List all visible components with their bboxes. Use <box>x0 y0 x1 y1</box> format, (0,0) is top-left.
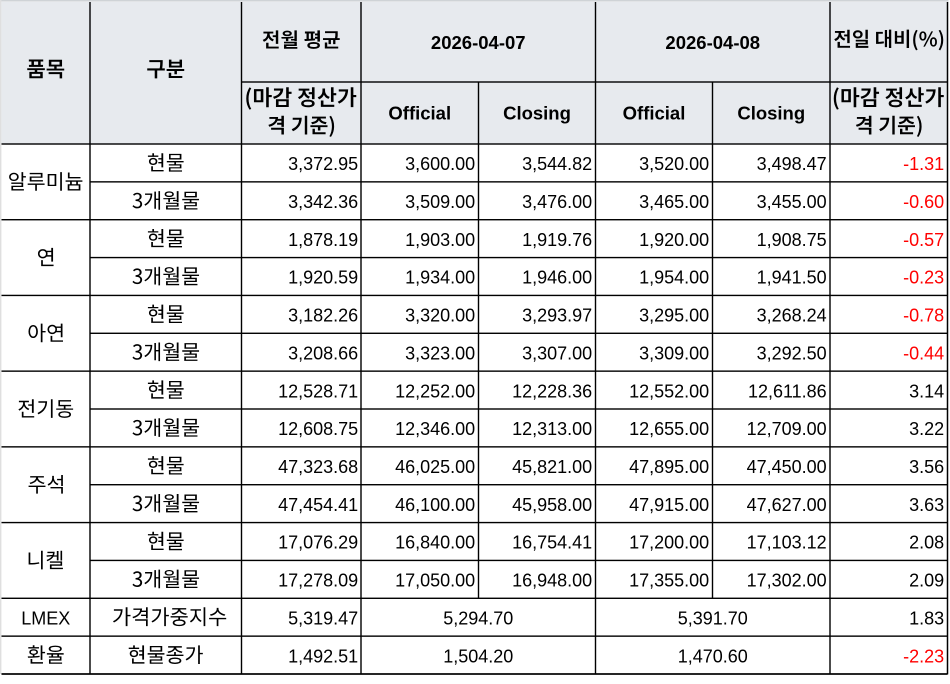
svg-text:1,878.19: 1,878.19 <box>288 230 358 250</box>
svg-text:17,200.00: 17,200.00 <box>629 533 709 553</box>
svg-text:-0.78: -0.78 <box>903 306 944 326</box>
svg-text:3,309.00: 3,309.00 <box>639 343 709 363</box>
svg-text:-2.23: -2.23 <box>903 646 944 666</box>
svg-text:3,498.47: 3,498.47 <box>757 154 827 174</box>
svg-text:3,372.95: 3,372.95 <box>288 154 358 174</box>
svg-text:17,050.00: 17,050.00 <box>395 571 475 591</box>
svg-text:12,228.36: 12,228.36 <box>512 381 592 401</box>
svg-text:16,948.00: 16,948.00 <box>512 571 592 591</box>
svg-text:1,903.00: 1,903.00 <box>405 230 475 250</box>
svg-text:1.83: 1.83 <box>909 608 944 628</box>
svg-text:3,323.00: 3,323.00 <box>405 343 475 363</box>
svg-text:Official: Official <box>388 103 451 124</box>
svg-text:1,919.76: 1,919.76 <box>522 230 592 250</box>
svg-text:2026-04-08: 2026-04-08 <box>665 32 760 53</box>
svg-text:3,455.00: 3,455.00 <box>757 192 827 212</box>
svg-text:12,528.71: 12,528.71 <box>278 381 358 401</box>
svg-text:-0.44: -0.44 <box>903 343 944 363</box>
svg-text:1,941.50: 1,941.50 <box>757 268 827 288</box>
svg-text:12,611.86: 12,611.86 <box>748 381 827 401</box>
svg-text:46,025.00: 46,025.00 <box>395 457 475 477</box>
svg-text:3,509.00: 3,509.00 <box>405 192 475 212</box>
svg-text:16,754.41: 16,754.41 <box>512 533 592 553</box>
svg-text:12,252.00: 12,252.00 <box>395 381 475 401</box>
svg-text:3.56: 3.56 <box>909 457 944 477</box>
svg-text:45,821.00: 45,821.00 <box>512 457 592 477</box>
svg-text:2026-04-07: 2026-04-07 <box>431 32 526 53</box>
svg-text:45,958.00: 45,958.00 <box>512 495 592 515</box>
svg-text:12,709.00: 12,709.00 <box>747 419 827 439</box>
svg-text:46,100.00: 46,100.00 <box>395 495 475 515</box>
svg-text:2.09: 2.09 <box>909 571 944 591</box>
svg-text:17,076.29: 17,076.29 <box>278 533 358 553</box>
svg-text:1,470.60: 1,470.60 <box>678 646 748 666</box>
svg-text:3,544.82: 3,544.82 <box>522 154 592 174</box>
svg-text:3,307.00: 3,307.00 <box>522 343 592 363</box>
svg-text:1,908.75: 1,908.75 <box>757 230 827 250</box>
svg-text:-1.31: -1.31 <box>903 154 944 174</box>
svg-text:12,552.00: 12,552.00 <box>629 381 709 401</box>
svg-text:3,268.24: 3,268.24 <box>757 306 827 326</box>
svg-text:3,600.00: 3,600.00 <box>405 154 475 174</box>
svg-text:Closing: Closing <box>503 103 571 124</box>
svg-text:5,391.70: 5,391.70 <box>678 608 748 628</box>
svg-text:1,946.00: 1,946.00 <box>522 268 592 288</box>
svg-text:LMEX: LMEX <box>21 608 70 628</box>
svg-text:1,920.00: 1,920.00 <box>639 230 709 250</box>
svg-text:-0.23: -0.23 <box>903 268 944 288</box>
svg-text:5,294.70: 5,294.70 <box>443 608 513 628</box>
svg-text:3,208.66: 3,208.66 <box>288 343 358 363</box>
svg-text:3,292.50: 3,292.50 <box>757 343 827 363</box>
svg-text:16,840.00: 16,840.00 <box>395 533 475 553</box>
svg-text:3,295.00: 3,295.00 <box>639 306 709 326</box>
svg-text:Closing: Closing <box>737 103 805 124</box>
svg-text:1,492.51: 1,492.51 <box>288 646 358 666</box>
svg-text:1,920.59: 1,920.59 <box>288 268 358 288</box>
svg-text:3.22: 3.22 <box>909 419 944 439</box>
svg-text:3,465.00: 3,465.00 <box>639 192 709 212</box>
svg-text:47,450.00: 47,450.00 <box>747 457 827 477</box>
svg-text:47,454.41: 47,454.41 <box>278 495 358 515</box>
svg-text:12,346.00: 12,346.00 <box>395 419 475 439</box>
svg-text:1,954.00: 1,954.00 <box>639 268 709 288</box>
svg-text:1,504.20: 1,504.20 <box>443 646 513 666</box>
svg-text:3,520.00: 3,520.00 <box>639 154 709 174</box>
svg-text:3,476.00: 3,476.00 <box>522 192 592 212</box>
svg-text:3.14: 3.14 <box>909 381 944 401</box>
svg-text:17,278.09: 17,278.09 <box>278 571 358 591</box>
svg-text:17,103.12: 17,103.12 <box>747 533 827 553</box>
svg-text:3,342.36: 3,342.36 <box>288 192 358 212</box>
svg-text:5,319.47: 5,319.47 <box>288 608 358 628</box>
svg-text:-0.60: -0.60 <box>903 192 944 212</box>
svg-text:Official: Official <box>623 103 686 124</box>
svg-text:3,182.26: 3,182.26 <box>288 306 358 326</box>
svg-text:47,915.00: 47,915.00 <box>629 495 709 515</box>
svg-text:12,608.75: 12,608.75 <box>278 419 358 439</box>
svg-text:1,934.00: 1,934.00 <box>405 268 475 288</box>
svg-text:12,313.00: 12,313.00 <box>512 419 592 439</box>
svg-text:12,655.00: 12,655.00 <box>629 419 709 439</box>
svg-text:3,320.00: 3,320.00 <box>405 306 475 326</box>
svg-text:3.63: 3.63 <box>909 495 944 515</box>
svg-text:-0.57: -0.57 <box>903 230 944 250</box>
svg-text:2.08: 2.08 <box>909 533 944 553</box>
svg-text:17,302.00: 17,302.00 <box>747 571 827 591</box>
svg-text:47,895.00: 47,895.00 <box>629 457 709 477</box>
svg-text:17,355.00: 17,355.00 <box>629 571 709 591</box>
svg-text:47,323.68: 47,323.68 <box>278 457 358 477</box>
svg-text:47,627.00: 47,627.00 <box>747 495 827 515</box>
svg-text:3,293.97: 3,293.97 <box>522 306 592 326</box>
